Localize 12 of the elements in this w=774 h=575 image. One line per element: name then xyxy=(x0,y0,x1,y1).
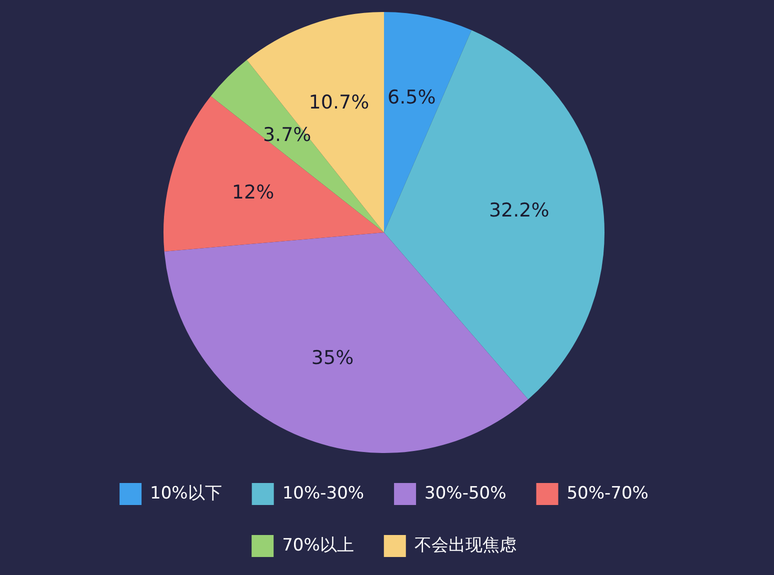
data-label: 12% xyxy=(232,181,274,204)
legend-label: 10%以下 xyxy=(150,483,222,504)
legend-label: 50%-70% xyxy=(566,483,648,504)
data-label: 10.7% xyxy=(308,91,370,114)
legend-label: 不会出现焦虑 xyxy=(414,535,516,556)
legend-label: 70%以上 xyxy=(282,535,354,556)
data-label: 35% xyxy=(311,347,354,370)
legend-label: 10%-30% xyxy=(282,483,364,504)
data-label: 6.5% xyxy=(388,86,436,109)
data-label: 3.7% xyxy=(262,124,312,146)
legend-label: 30%-50% xyxy=(424,483,506,504)
data-label: 32.2% xyxy=(488,200,550,222)
